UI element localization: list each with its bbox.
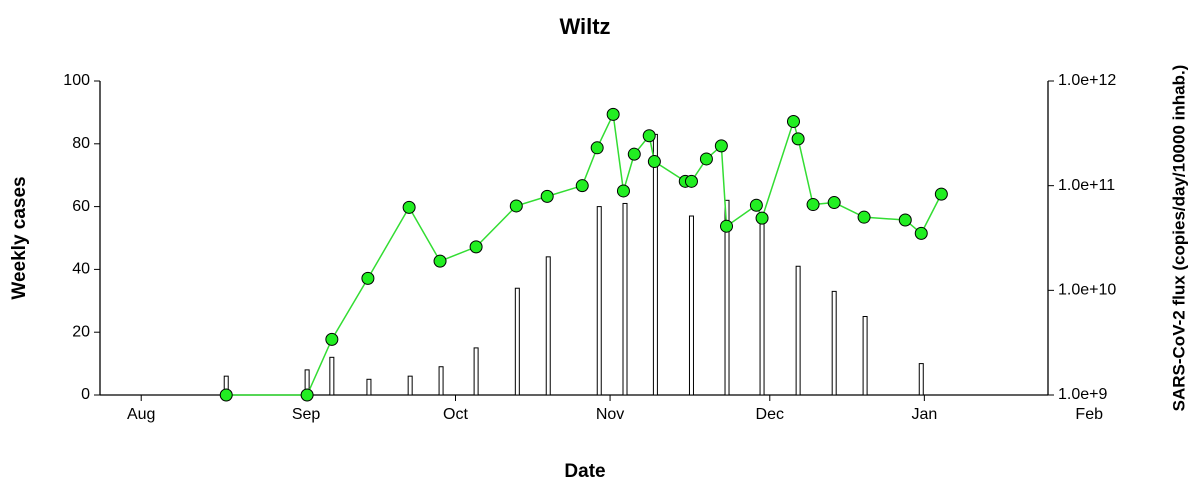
bar	[652, 133, 658, 396]
marker	[699, 152, 713, 166]
bar	[862, 316, 868, 396]
bar	[366, 378, 372, 396]
marker	[606, 107, 620, 121]
marker	[219, 388, 233, 402]
marker	[627, 147, 641, 161]
bar	[438, 366, 444, 396]
x-tick-label: Nov	[596, 406, 624, 423]
y-tick-label: 80	[72, 135, 90, 152]
marker	[540, 189, 554, 203]
bar	[759, 215, 765, 396]
y2-tick-label: 1.0e+11	[1058, 177, 1115, 194]
y-tick-label: 60	[72, 198, 90, 215]
marker	[684, 174, 698, 188]
marker	[642, 129, 656, 143]
marker	[786, 115, 800, 129]
marker	[590, 141, 604, 155]
marker	[325, 332, 339, 346]
x-tick-label: Sep	[292, 406, 321, 423]
marker	[361, 271, 375, 285]
marker	[749, 198, 763, 212]
bar	[622, 202, 628, 396]
x-tick-label: Jan	[911, 406, 937, 423]
marker	[827, 196, 841, 210]
y-tick-label: 40	[72, 261, 90, 278]
marker	[791, 132, 805, 146]
bar	[795, 265, 801, 396]
x-tick-label: Feb	[1075, 406, 1103, 423]
marker	[433, 254, 447, 268]
y-tick-label: 20	[72, 323, 90, 340]
y-tick-label: 100	[63, 72, 90, 89]
x-axis-title: Date	[564, 461, 605, 482]
x-tick-label: Dec	[756, 406, 784, 423]
marker	[300, 388, 314, 402]
marker	[914, 226, 928, 240]
chart-title: Wiltz	[559, 14, 610, 39]
marker	[898, 213, 912, 227]
y2-axis-title: SARS-CoV-2 flux (copies/day/10000 inhab.…	[1169, 65, 1188, 412]
bar	[724, 199, 730, 396]
bar	[407, 375, 413, 396]
bar	[514, 287, 520, 396]
y-tick-label: 0	[81, 386, 90, 403]
marker	[857, 210, 871, 224]
marker	[402, 200, 416, 214]
bar	[918, 363, 924, 396]
x-tick-label: Oct	[443, 406, 468, 423]
marker	[647, 155, 661, 169]
bar	[596, 206, 602, 396]
y-axis-title: Weekly cases	[9, 176, 30, 299]
marker	[934, 187, 948, 201]
marker	[509, 199, 523, 213]
y2-tick-label: 1.0e+12	[1058, 72, 1116, 89]
bar	[831, 290, 837, 396]
x-tick-label: Aug	[127, 406, 155, 423]
marker	[714, 139, 728, 153]
bar	[545, 256, 551, 396]
y2-tick-label: 1.0e+10	[1058, 282, 1116, 299]
y2-tick-label: 1.0e+9	[1058, 386, 1107, 403]
bar	[329, 356, 335, 396]
bar	[688, 215, 694, 396]
marker	[469, 240, 483, 254]
marker	[720, 219, 734, 233]
marker	[755, 211, 769, 225]
marker	[806, 198, 820, 212]
marker	[575, 179, 589, 193]
marker	[616, 184, 630, 198]
bar	[473, 347, 479, 396]
